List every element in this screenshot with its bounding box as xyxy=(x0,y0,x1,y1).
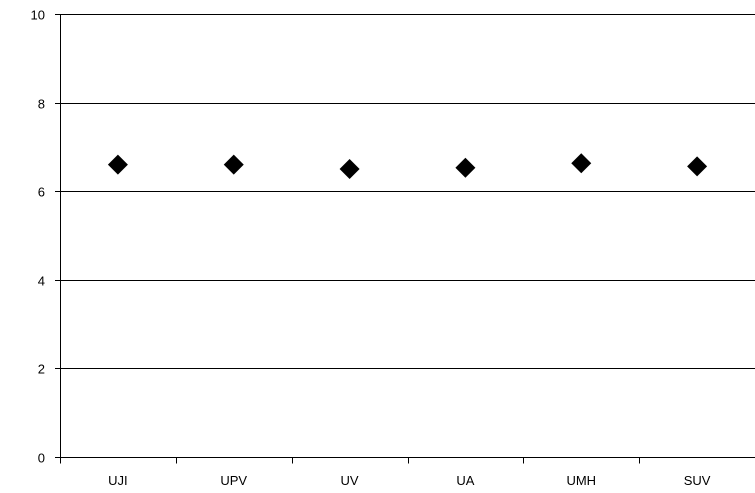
y-tick-label: 6 xyxy=(38,185,45,200)
data-point-ua xyxy=(455,157,476,178)
x-tick-labels: UJI UPV UV UA UMH SUV xyxy=(108,473,711,488)
y-tick-labels: 0 2 4 6 8 10 xyxy=(31,8,45,466)
data-points xyxy=(107,153,708,180)
x-tick-label: UV xyxy=(341,473,359,488)
data-point-umh xyxy=(571,153,592,174)
data-point-upv xyxy=(223,154,244,175)
y-tick-label: 10 xyxy=(31,8,45,23)
x-tick-label: UMH xyxy=(566,473,596,488)
y-tick-label: 2 xyxy=(38,362,45,377)
x-tick-label: UJI xyxy=(108,473,128,488)
y-axis xyxy=(55,14,61,458)
x-tick-label: UA xyxy=(456,473,474,488)
data-point-uji xyxy=(107,154,128,175)
data-point-suv xyxy=(687,156,708,177)
y-tick-label: 4 xyxy=(38,274,45,289)
data-point-uv xyxy=(339,159,360,180)
x-axis xyxy=(60,457,755,464)
y-tick-label: 0 xyxy=(38,451,45,466)
x-tick-label: UPV xyxy=(220,473,247,488)
x-tick-label: SUV xyxy=(684,473,711,488)
grid-lines xyxy=(60,14,755,458)
y-tick-label: 8 xyxy=(38,97,45,112)
